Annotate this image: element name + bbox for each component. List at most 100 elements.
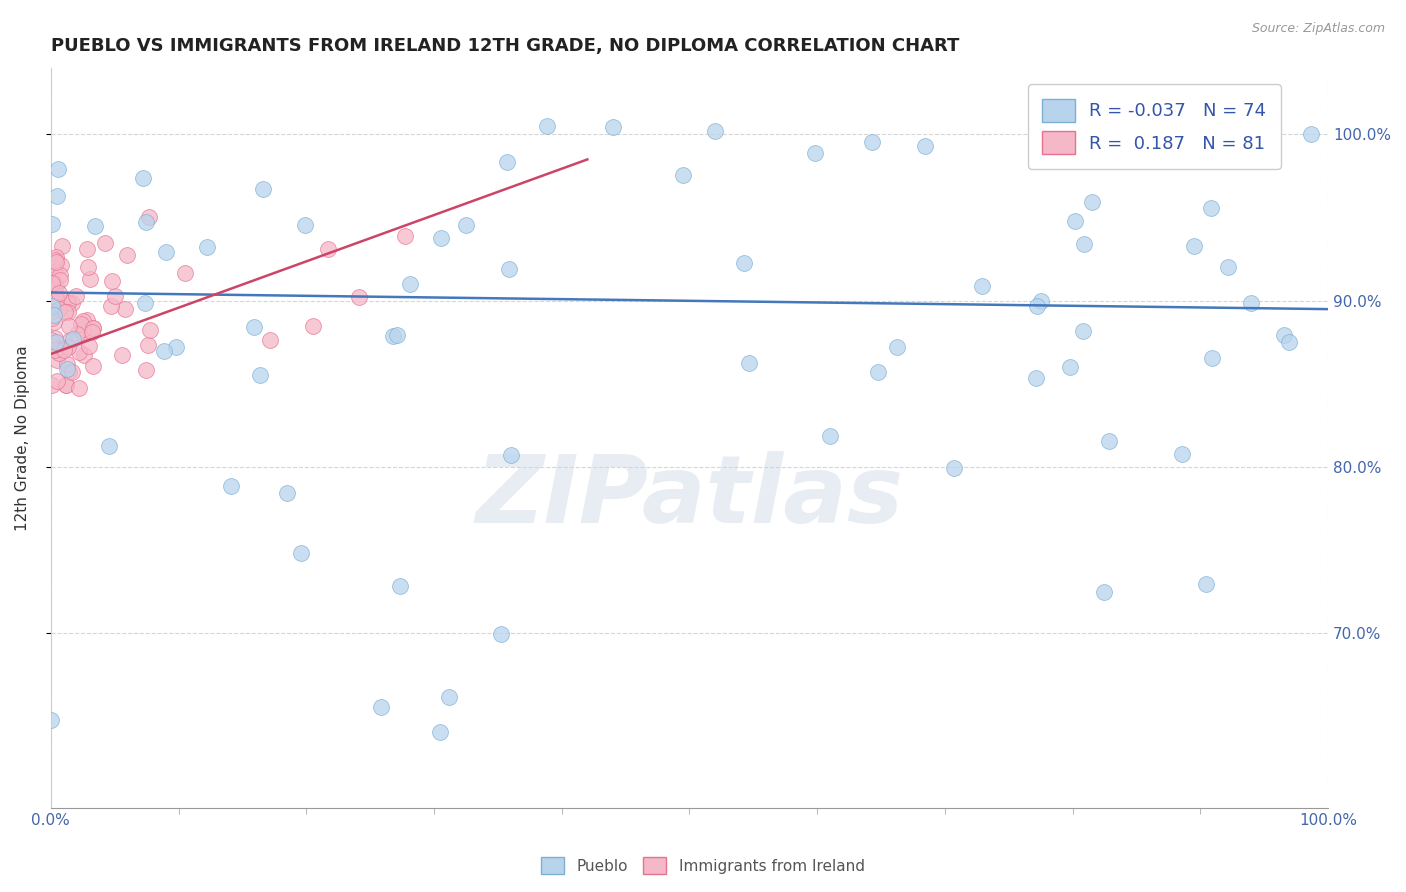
Point [138,210,160,224]
Point [83,219,105,234]
Point [294,218,316,232]
Legend: R = -0.037   N = 74, R =  0.187   N = 81: R = -0.037 N = 74, R = 0.187 N = 81 [1028,85,1281,169]
Point [942,460,965,475]
Point [62,332,84,346]
Point [45,335,67,350]
Point [1278,335,1301,350]
Point [868,365,890,379]
Point [602,120,624,134]
Point [44,253,66,268]
Point [41,217,63,231]
Point [48,345,70,359]
Point [56,357,79,371]
Point [115,248,138,262]
Point [48,285,70,300]
Point [45,255,67,269]
Point [1098,434,1121,448]
Point [55,378,77,392]
Point [58,296,80,310]
Point [39,277,62,292]
Point [318,242,340,256]
Point [394,229,416,244]
Point [82,321,104,335]
Point [733,255,755,269]
Point [66,326,89,341]
Point [1059,359,1081,374]
Point [45,279,67,293]
Point [82,325,104,339]
Point [1218,260,1240,274]
Point [1073,237,1095,252]
Y-axis label: 12th Grade, No Diploma: 12th Grade, No Diploma [15,345,30,531]
Point [104,289,127,303]
Point [398,277,420,292]
Point [242,320,264,334]
Point [44,300,66,314]
Point [55,377,77,392]
Point [495,155,517,169]
Point [42,308,65,322]
Point [1170,447,1192,461]
Point [803,146,825,161]
Point [58,365,80,379]
Point [1025,371,1047,385]
Point [1182,238,1205,252]
Point [252,182,274,196]
Point [1199,201,1222,215]
Point [44,331,66,345]
Point [39,305,62,319]
Point [1026,299,1049,313]
Point [430,231,453,245]
Point [46,161,69,176]
Point [58,340,80,354]
Point [349,290,371,304]
Point [42,286,65,301]
Point [45,188,67,202]
Point [114,302,136,317]
Point [818,429,841,443]
Point [456,218,478,232]
Point [1064,214,1087,228]
Point [886,340,908,354]
Point [60,295,83,310]
Point [1201,351,1223,365]
Point [44,264,66,278]
Point [110,348,132,362]
Point [970,279,993,293]
Point [249,368,271,382]
Point [437,690,460,704]
Point [60,364,83,378]
Point [53,343,76,357]
Point [45,292,67,306]
Point [382,328,405,343]
Point [41,377,63,392]
Point [1073,324,1095,338]
Point [1195,577,1218,591]
Point [48,302,70,317]
Point [65,289,87,303]
Point [48,342,70,356]
Point [79,272,101,286]
Point [134,296,156,310]
Point [302,318,325,333]
Point [46,353,69,368]
Point [39,333,62,347]
Point [56,295,79,310]
Point [136,338,159,352]
Point [72,314,94,328]
Point [67,344,90,359]
Point [290,546,312,560]
Point [51,239,73,253]
Point [132,170,155,185]
Point [101,274,124,288]
Point [165,340,187,354]
Point [672,168,695,182]
Point [1029,293,1052,308]
Point [72,321,94,335]
Point [77,260,100,274]
Text: PUEBLO VS IMMIGRANTS FROM IRELAND 12TH GRADE, NO DIPLOMA CORRELATION CHART: PUEBLO VS IMMIGRANTS FROM IRELAND 12TH G… [51,37,959,55]
Point [536,119,558,133]
Point [70,318,93,332]
Point [41,310,63,325]
Text: ZIPatlas: ZIPatlas [475,451,904,543]
